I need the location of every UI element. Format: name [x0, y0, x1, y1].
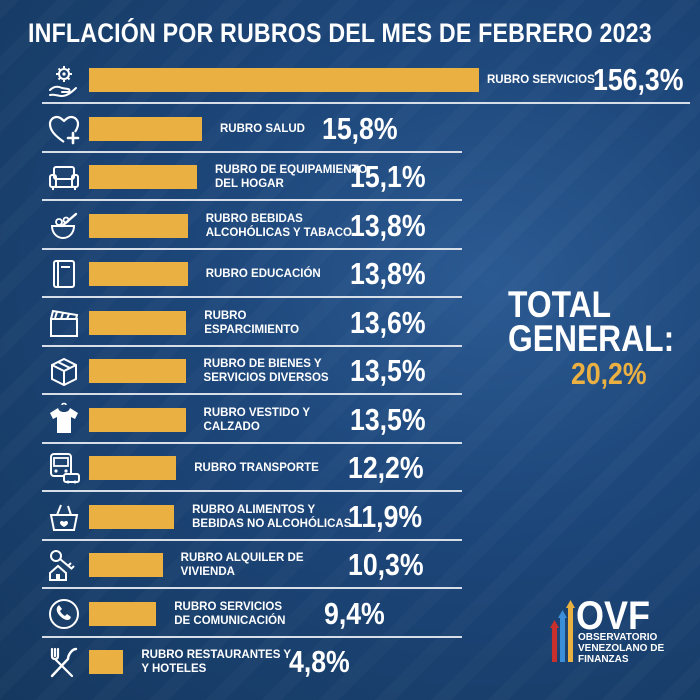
value-label: 9,4%	[324, 595, 385, 631]
category-label: RUBRO DE BIENES Y SERVICIOS DIVERSOS	[203, 358, 329, 384]
chart-title: INFLACIÓN POR RUBROS DEL MES DE FEBRERO …	[28, 18, 652, 48]
row-divider	[42, 247, 462, 250]
row-divider	[42, 490, 462, 492]
category-label: RUBRO ESPARCIMIENTO	[204, 309, 300, 336]
bar	[89, 165, 197, 189]
category-label: RUBRO ALQUILER DE VIVIENDA	[180, 552, 304, 578]
value-label: 13,8%	[350, 256, 426, 291]
sofa-icon	[46, 159, 82, 195]
bar	[89, 553, 163, 577]
category-row: RUBRO TRANSPORTE 12,2%	[42, 445, 690, 492]
value-label: 15,1%	[350, 159, 426, 194]
shirt-icon	[46, 402, 82, 438]
total-label: TOTAL GENERAL:	[508, 284, 675, 359]
box-icon	[46, 353, 82, 389]
bar	[89, 456, 177, 480]
category-label: RUBRO DE EQUIPAMIENTO DEL HOGAR	[214, 164, 368, 190]
value-label: 12,2%	[348, 450, 424, 485]
row-divider	[42, 635, 462, 638]
bar	[89, 262, 188, 286]
category-row: RUBRO VESTIDO Y CALZADO 13,5%	[42, 397, 690, 444]
row-divider	[42, 199, 462, 201]
bar	[89, 310, 187, 335]
bar	[89, 116, 202, 141]
row-divider	[42, 587, 462, 589]
logo-name: OVF	[576, 594, 651, 638]
gear-hand-icon	[46, 62, 82, 98]
category-label: RUBRO ALIMENTOS Y BEBIDAS NO ALCOHÓLICAS	[192, 503, 352, 530]
value-label: 10,3%	[348, 547, 424, 582]
bar	[89, 601, 157, 626]
book-icon	[46, 256, 82, 292]
house-key-icon	[46, 547, 82, 583]
row-divider	[42, 538, 462, 541]
bar	[89, 359, 186, 383]
category-row: RUBRO BEBIDAS ALCOHÓLICAS Y TABACO 13,8%	[42, 203, 690, 250]
bar	[89, 407, 186, 432]
ovf-logo: OVF OBSERVATORIO VENEZOLANO DE FINANZAS	[550, 594, 690, 690]
bar	[89, 213, 188, 238]
category-label: RUBRO VESTIDO Y CALZADO	[203, 406, 311, 433]
category-row: RUBRO EDUCACIÓN 13,8%	[42, 251, 690, 298]
category-row: RUBRO ALQUILER DE VIVIENDA 10,3%	[42, 542, 690, 589]
drinks-icon	[46, 208, 82, 244]
row-divider	[42, 102, 690, 104]
row-divider	[42, 441, 462, 444]
category-row: RUBRO DE EQUIPAMIENTO DEL HOGAR 15,1%	[42, 154, 690, 201]
transport-icon	[46, 450, 82, 486]
category-label: RUBRO SERVICIOS	[487, 74, 595, 86]
bar	[89, 650, 124, 674]
category-row: RUBRO SERVICIOS DE COMUNICACIÓN 9,4%	[42, 591, 690, 638]
category-row: RUBRO SALUD 15,8%	[42, 106, 690, 153]
total-value: 20,2%	[571, 356, 647, 391]
logo-arrows-icon	[550, 600, 575, 662]
row-divider	[42, 393, 462, 395]
fork-knife-icon	[46, 644, 82, 680]
category-label: RUBRO SERVICIOS DE COMUNICACIÓN	[174, 600, 286, 627]
category-row: RUBRO ESPARCIMIENTO 13,6%	[42, 300, 690, 347]
category-row: RUBRO DE BIENES Y SERVICIOS DIVERSOS 13,5…	[42, 348, 690, 395]
value-label: 13,6%	[350, 304, 426, 340]
row-divider	[42, 344, 462, 347]
row-divider	[42, 296, 462, 298]
category-label: RUBRO TRANSPORTE	[194, 462, 319, 474]
phone-icon	[46, 596, 82, 632]
category-row: RUBRO SERVICIOS 156,3%	[42, 57, 690, 104]
value-label: 13,5%	[350, 401, 426, 437]
category-label: RUBRO SALUD	[220, 122, 305, 135]
category-row: RUBRO ALIMENTOS Y BEBIDAS NO ALCOHÓLICAS…	[42, 494, 690, 541]
value-label: 13,5%	[350, 353, 426, 388]
category-label: RUBRO BEBIDAS ALCOHÓLICAS Y TABACO	[205, 212, 352, 239]
value-label: 156,3%	[593, 62, 684, 97]
bar	[89, 504, 175, 529]
value-label: 15,8%	[322, 110, 398, 146]
clapperboard-icon	[46, 305, 82, 341]
category-label: RUBRO EDUCACIÓN	[205, 268, 321, 280]
heart-health-icon	[46, 111, 82, 147]
grocery-basket-icon	[46, 499, 82, 535]
bar	[89, 68, 479, 92]
row-divider	[42, 150, 462, 153]
category-row: RUBRO RESTAURANTES Y Y HOTELES 4,8%	[42, 639, 690, 685]
category-label: RUBRO RESTAURANTES Y Y HOTELES	[141, 649, 292, 675]
value-label: 11,9%	[348, 498, 423, 534]
logo-subtitle: OBSERVATORIO VENEZOLANO DE FINANZAS	[578, 632, 665, 665]
value-label: 13,8%	[350, 207, 426, 243]
value-label: 4,8%	[289, 644, 351, 679]
